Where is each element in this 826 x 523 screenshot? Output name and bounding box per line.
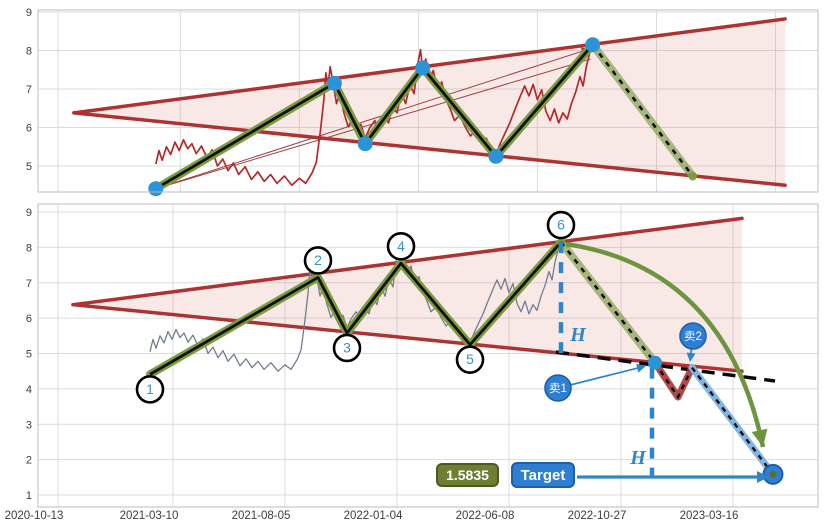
x-tick-label: 2022-10-27 [568,510,627,522]
wave-number-label: 1 [146,381,154,397]
y-tick-label: 7 [26,278,32,290]
y-tick-label: 8 [26,46,32,58]
drop-to-target-core [691,366,774,476]
wedge-lower-trendline[interactable] [72,111,787,187]
x-tick-label: 2021-08-05 [232,510,291,522]
y-tick-label: 9 [26,207,32,219]
wave-number-circle[interactable]: 4 [386,231,416,261]
wave-number-label: 6 [557,217,565,233]
fan-trendline-lower[interactable] [155,58,591,190]
y-tick-label: 8 [26,242,32,254]
pullback-line-core [654,362,694,400]
wave-pivot-dot[interactable] [415,60,431,76]
y-tick-label: 6 [26,123,32,135]
target-box[interactable]: Target [511,462,575,488]
y-tick-label: 5 [26,349,32,361]
h-lower-label: H [629,447,647,469]
breakdown-line-band[interactable] [588,40,697,181]
wave-pivot-dot[interactable] [585,37,601,53]
wave-line-core [155,43,594,190]
projection-curve-arrow-head-icon[interactable] [751,428,768,447]
wave-number-label: 3 [343,339,351,355]
wave-number-label: 4 [397,238,405,254]
x-tick-label: 2022-06-08 [456,510,515,522]
y-tick-label: 9 [26,7,32,19]
h-upper-label: H [569,324,587,346]
sell2-balloon-pointer-head-icon [686,352,696,362]
sell1-balloon-pointer-line [570,366,641,386]
sell1-balloon-pointer-head-icon [636,363,646,373]
y-tick-label: 6 [26,313,32,325]
sell2-balloon[interactable]: 卖2 [679,322,707,350]
y-tick-label: 3 [26,419,32,431]
wave-number-label: 5 [466,351,474,367]
top-panel [38,10,818,197]
y-tick-label: 5 [26,161,32,173]
wave-pivot-dot[interactable] [357,136,373,152]
sell1-balloon-label: 卖1 [549,382,567,395]
wave-pivot-dot[interactable] [148,181,164,197]
y-tick-label: 2 [26,455,32,467]
top-panel-border [37,9,819,193]
support-extension-dashed-line[interactable] [555,350,776,383]
y-tick-label: 7 [26,84,32,96]
wedge-upper-trendline[interactable] [71,216,744,307]
wave-pivot-dot[interactable] [326,75,342,91]
x-tick-label: 2020-10-13 [5,510,64,522]
y-tick-label: 1 [26,490,32,502]
sell-point-dot[interactable] [648,355,662,370]
wave-number-circle[interactable]: 5 [455,345,485,374]
fan-trendline-upper[interactable] [155,48,591,190]
x-tick-label: 2021-03-10 [120,510,179,522]
wave-line-core [149,241,563,376]
wave-number-circle[interactable]: 3 [332,333,362,363]
target-arrow-head-icon [757,471,769,483]
wave-pivot-dot[interactable] [488,148,504,164]
breakdown-end-dot[interactable] [688,171,698,181]
value-box-label: 1.5835 [446,467,489,483]
value-box[interactable]: 1.5835 [436,463,499,487]
bottom-panel-border [37,203,819,508]
x-tick-label: 2023-03-16 [680,510,739,522]
breakdown-line-core [560,241,656,364]
wave-number-circle[interactable]: 6 [546,210,576,240]
y-tick-label: 4 [26,384,32,396]
wave-number-label: 2 [314,252,322,268]
target-point-center-dot [769,470,777,478]
sell1-balloon[interactable]: 卖1 [544,374,572,402]
x-tick-label: 2022-01-04 [344,510,403,522]
sell2-balloon-label: 卖2 [684,330,702,343]
bottom-panel: 1 2 3 4 5 6 卖1 卖2 H H 1.5835 Target [38,204,818,507]
wave-number-circle[interactable]: 2 [303,246,333,275]
projection-curve-arrow[interactable] [565,241,766,448]
target-box-label: Target [521,467,566,484]
wave-number-circle[interactable]: 1 [135,375,165,404]
